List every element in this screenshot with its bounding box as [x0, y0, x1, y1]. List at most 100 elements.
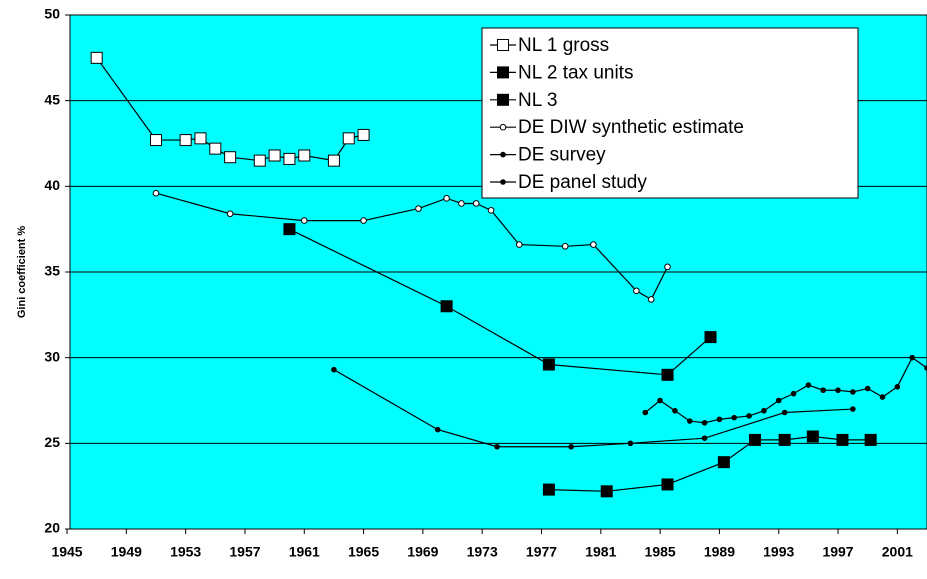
data-point [633, 287, 640, 295]
data-point [850, 389, 856, 395]
data-point [600, 485, 613, 498]
data-point [850, 406, 856, 412]
legend-label: NL 2 tax units [518, 62, 633, 83]
data-point [440, 300, 453, 313]
x-tick-label: 1989 [704, 544, 735, 560]
data-point [672, 407, 678, 414]
data-point [717, 456, 730, 469]
x-tick-label: 1957 [229, 544, 260, 560]
data-point [761, 407, 767, 414]
data-point [149, 134, 162, 147]
data-point [864, 385, 871, 392]
data-point [701, 435, 708, 441]
data-point [661, 478, 674, 491]
data-point [357, 128, 370, 141]
x-tick-label: 1993 [763, 544, 794, 560]
x-tick-label: 1949 [111, 544, 142, 560]
data-point [561, 243, 569, 250]
x-tick-label: 1985 [645, 544, 676, 560]
legend-label: DE survey [518, 145, 606, 166]
data-point [686, 418, 693, 424]
x-tick-label: 1977 [526, 544, 557, 560]
data-point [909, 354, 915, 361]
data-point [731, 414, 738, 421]
x-tick-label: 1973 [467, 544, 498, 560]
data-point [716, 416, 723, 423]
data-point [835, 387, 841, 394]
data-point [805, 382, 812, 388]
data-point [642, 409, 649, 416]
data-point [704, 331, 717, 344]
data-point [283, 223, 296, 236]
data-point [657, 397, 663, 404]
data-point [515, 241, 523, 248]
data-point [879, 394, 886, 400]
data-point [434, 426, 441, 433]
data-point [458, 200, 465, 207]
data-point [647, 296, 655, 303]
data-point [746, 413, 752, 419]
data-point [542, 358, 555, 371]
data-point [790, 390, 797, 397]
x-tick-label: 1945 [51, 544, 82, 560]
legend-box [481, 27, 859, 199]
x-tick-label: 1953 [170, 544, 201, 560]
data-point [90, 51, 103, 64]
data-point [820, 387, 827, 394]
data-point [864, 433, 877, 446]
data-point [331, 366, 337, 373]
x-tick-label: 1997 [822, 544, 853, 560]
data-point [283, 152, 296, 165]
data-point [749, 433, 762, 446]
legend-marker [499, 123, 507, 131]
data-point [627, 440, 634, 447]
y-axis-label: Gini coefficient % [16, 226, 28, 319]
data-point [781, 409, 788, 416]
data-point [226, 210, 234, 218]
y-tick-label: 30 [44, 348, 60, 364]
data-point [894, 383, 901, 390]
data-point [701, 419, 708, 426]
data-point [298, 149, 311, 162]
data-point [664, 263, 671, 271]
y-tick-label: 40 [44, 177, 60, 193]
legend-marker [500, 151, 506, 158]
data-point [209, 142, 222, 155]
data-point [836, 433, 849, 446]
data-point [778, 433, 791, 446]
data-point [661, 368, 674, 381]
y-tick-label: 35 [44, 263, 60, 279]
data-point [327, 154, 340, 167]
series-line [333, 369, 853, 448]
data-point [360, 217, 367, 224]
legend-marker [500, 179, 506, 185]
data-point [268, 149, 281, 162]
data-point [253, 154, 266, 167]
data-point [194, 132, 207, 145]
data-point [775, 397, 782, 404]
legend-label: DE DIW synthetic estimate [518, 117, 744, 138]
data-point [924, 365, 927, 371]
data-point [415, 205, 422, 212]
y-tick-label: 20 [44, 520, 60, 536]
data-point [472, 200, 480, 207]
data-point [152, 189, 160, 197]
data-point [487, 207, 495, 214]
data-point [494, 443, 500, 450]
plot-layer [90, 51, 927, 498]
legend-label: NL 1 gross [518, 35, 609, 56]
legend-marker [497, 93, 509, 106]
legend-label: DE panel study [518, 172, 647, 193]
legend-marker [497, 66, 509, 79]
y-tick-label: 50 [44, 6, 60, 22]
x-tick-label: 1981 [585, 544, 616, 560]
data-point [300, 217, 308, 224]
y-tick-label: 45 [44, 91, 60, 107]
x-tick-label: 1965 [348, 544, 379, 560]
x-tick-label: 2001 [882, 544, 913, 560]
data-point [179, 134, 192, 147]
legend-marker [497, 39, 509, 51]
data-point [542, 483, 555, 496]
data-point [806, 430, 819, 443]
